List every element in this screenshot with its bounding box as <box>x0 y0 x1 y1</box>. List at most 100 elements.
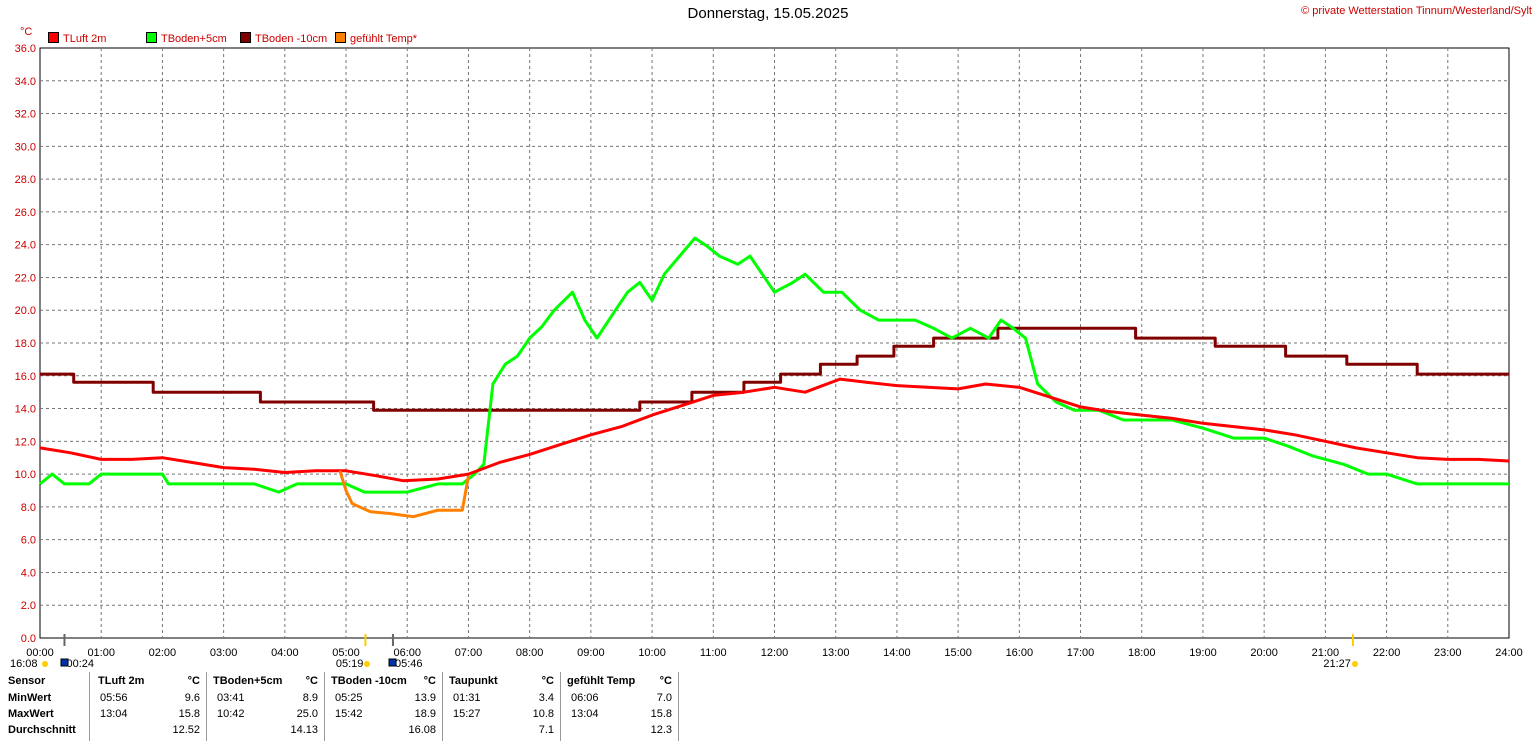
stats-column-name: Taupunkt <box>449 675 498 687</box>
stats-max-time: 10:42 <box>217 708 245 720</box>
x-tick-label: 10:00 <box>638 647 666 659</box>
stats-column-tboden5: TBoden+5cm °C 03:41 8.9 10:42 25.0 14.13 <box>206 672 324 741</box>
temperature-chart: 0.0 2.0 4.0 6.0 8.0 10.0 12.0 14.0 16.0 18.0 20.0 2… <box>10 43 1523 670</box>
stats-column-tluft: TLuft 2m °C 05:56 9.6 13:04 15.8 12.52 <box>89 672 206 741</box>
sun-icon <box>42 661 48 667</box>
x-tick-label: 06:00 <box>393 647 421 659</box>
y-tick-label: 12.0 <box>15 436 36 448</box>
stats-max-value: 15.8 <box>650 708 672 720</box>
y-tick-label: 8.0 <box>21 502 36 514</box>
y-tick-label: 2.0 <box>21 600 36 612</box>
x-tick-label: 04:00 <box>271 647 299 659</box>
legend-item-gefuehlt: gefühlt Temp* <box>335 32 417 45</box>
y-tick-label: 14.0 <box>15 404 36 416</box>
stats-avg-value: 14.13 <box>290 724 318 736</box>
x-tick-label: 00:00 <box>26 647 54 659</box>
x-tick-label: 02:00 <box>149 647 177 659</box>
y-tick-label: 0.0 <box>21 633 36 645</box>
x-tick-label: 22:00 <box>1373 647 1401 659</box>
y-tick-label: 36.0 <box>15 43 36 55</box>
prev-sunset-label: 16:08 <box>10 658 38 670</box>
stats-min-value: 13.9 <box>414 692 436 704</box>
x-tick-label: 05:00 <box>332 647 360 659</box>
chart-title: Donnerstag, 15.05.2025 <box>687 5 849 22</box>
sun-icon <box>364 661 370 667</box>
stats-max-value: 18.9 <box>414 708 436 720</box>
x-tick-label: 09:00 <box>577 647 605 659</box>
stats-min-time: 05:56 <box>100 692 128 704</box>
x-tick-label: 20:00 <box>1250 647 1278 659</box>
x-tick-label: 23:00 <box>1434 647 1462 659</box>
y-tick-label: 24.0 <box>15 240 36 252</box>
stats-min-time: 03:41 <box>217 692 245 704</box>
y-tick-label: 30.0 <box>15 141 36 153</box>
stats-column-name: TBoden -10cm <box>331 675 407 687</box>
series-line-gef-hlt-temp- <box>338 470 470 519</box>
stats-max-time: 13:04 <box>100 708 128 720</box>
legend-item-tboden5: TBoden+5cm <box>146 32 227 45</box>
stats-min-time: 01:31 <box>453 692 481 704</box>
stats-max-time: 15:42 <box>335 708 363 720</box>
stats-avg-value: 7.1 <box>538 724 554 736</box>
moon-icon <box>60 658 69 667</box>
stats-min-value: 8.9 <box>302 692 318 704</box>
x-tick-label: 11:00 <box>700 647 727 659</box>
legend-swatch <box>335 32 346 43</box>
y-tick-label: 10.0 <box>15 469 36 481</box>
legend-swatch <box>146 32 157 43</box>
stats-column-unit: °C <box>541 675 554 687</box>
stats-min-value: 9.6 <box>184 692 200 704</box>
x-tick-label: 21:00 <box>1312 647 1340 659</box>
stats-max-value: 10.8 <box>532 708 554 720</box>
stats-max-value: 15.8 <box>178 708 200 720</box>
x-tick-label: 07:00 <box>455 647 483 659</box>
sun-time-label: 21:27 <box>1323 658 1351 670</box>
stats-column-name: TLuft 2m <box>98 675 145 687</box>
legend-label: gefühlt Temp* <box>350 33 418 45</box>
stats-min-time: 05:25 <box>335 692 363 704</box>
stats-max-value: 25.0 <box>296 708 318 720</box>
y-tick-label: 22.0 <box>15 272 36 284</box>
y-tick-label: 6.0 <box>21 535 36 547</box>
legend-label: TLuft 2m <box>63 33 107 45</box>
stats-row-label-avg: Durchschnitt <box>8 724 76 736</box>
stats-min-value: 7.0 <box>656 692 672 704</box>
stats-column-name: gefühlt Temp <box>567 675 636 687</box>
y-tick-label: 34.0 <box>15 76 36 88</box>
stats-avg-value: 12.52 <box>172 724 200 736</box>
x-tick-label: 03:00 <box>210 647 238 659</box>
stats-column-unit: °C <box>305 675 318 687</box>
x-tick-label: 13:00 <box>822 647 850 659</box>
x-tick-label: 18:00 <box>1128 647 1156 659</box>
y-tick-label: 16.0 <box>15 371 36 383</box>
stats-column-tboden10: TBoden -10cm °C 05:25 13.9 15:42 18.9 16… <box>324 672 442 741</box>
stats-avg-value: 16.08 <box>408 724 436 736</box>
stats-max-time: 15:27 <box>453 708 481 720</box>
stats-column-unit: °C <box>659 675 672 687</box>
legend-item-tluft: TLuft 2m <box>48 32 106 45</box>
y-tick-label: 28.0 <box>15 174 36 186</box>
stats-label-column: Sensor MinWert MaxWert Durchschnitt <box>4 672 88 741</box>
y-tick-label: 18.0 <box>15 338 36 350</box>
x-tick-label: 12:00 <box>761 647 789 659</box>
stats-column-name: TBoden+5cm <box>213 675 283 687</box>
legend-label: TBoden -10cm <box>255 33 328 45</box>
moon-time-label: 05:46 <box>395 658 423 670</box>
y-axis-unit: °C <box>20 26 33 38</box>
stats-row-label-max: MaxWert <box>8 708 54 720</box>
x-tick-label: 08:00 <box>516 647 544 659</box>
stats-min-time: 06:06 <box>571 692 599 704</box>
moon-time-label: 00:24 <box>66 658 94 670</box>
series-line-tboden-10cm <box>40 326 1509 412</box>
legend-swatch <box>48 32 59 43</box>
moon-icon <box>388 658 397 667</box>
stats-max-time: 13:04 <box>571 708 599 720</box>
y-tick-label: 4.0 <box>21 567 36 579</box>
stats-column-gefuehlt: gefühlt Temp °C 06:06 7.0 13:04 15.8 12.… <box>560 672 679 741</box>
stats-column-taupunkt: Taupunkt °C 01:31 3.4 15:27 10.8 7.1 <box>442 672 560 741</box>
series-line-tluft-2m <box>39 377 1510 483</box>
x-tick-label: 19:00 <box>1189 647 1217 659</box>
y-tick-label: 32.0 <box>15 109 36 121</box>
legend-item-tboden10: TBoden -10cm <box>240 32 327 45</box>
stats-header-sensor: Sensor <box>8 675 46 687</box>
